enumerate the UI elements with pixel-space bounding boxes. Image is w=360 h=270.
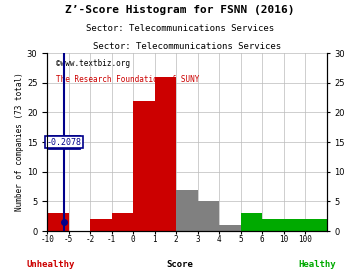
Text: Z’-Score Histogram for FSNN (2016): Z’-Score Histogram for FSNN (2016) [65, 5, 295, 15]
Text: -0.2078: -0.2078 [47, 138, 82, 147]
Title: Sector: Telecommunications Services: Sector: Telecommunications Services [93, 42, 281, 51]
Text: Score: Score [167, 260, 193, 269]
Bar [90, 219, 112, 231]
Bar [284, 219, 305, 231]
Bar [198, 201, 219, 231]
Bar [262, 219, 284, 231]
Bar [305, 219, 327, 231]
Bar [155, 77, 176, 231]
Text: Unhealthy: Unhealthy [26, 260, 75, 269]
Text: The Research Foundation of SUNY: The Research Foundation of SUNY [55, 75, 199, 83]
Bar [112, 213, 133, 231]
Text: ©www.textbiz.org: ©www.textbiz.org [55, 59, 130, 68]
Bar [219, 225, 241, 231]
Bar [241, 213, 262, 231]
Y-axis label: Number of companies (73 total): Number of companies (73 total) [15, 73, 24, 211]
Bar [133, 101, 155, 231]
Bar [176, 190, 198, 231]
Bar [47, 213, 69, 231]
Text: Healthy: Healthy [298, 260, 336, 269]
Text: Sector: Telecommunications Services: Sector: Telecommunications Services [86, 24, 274, 33]
